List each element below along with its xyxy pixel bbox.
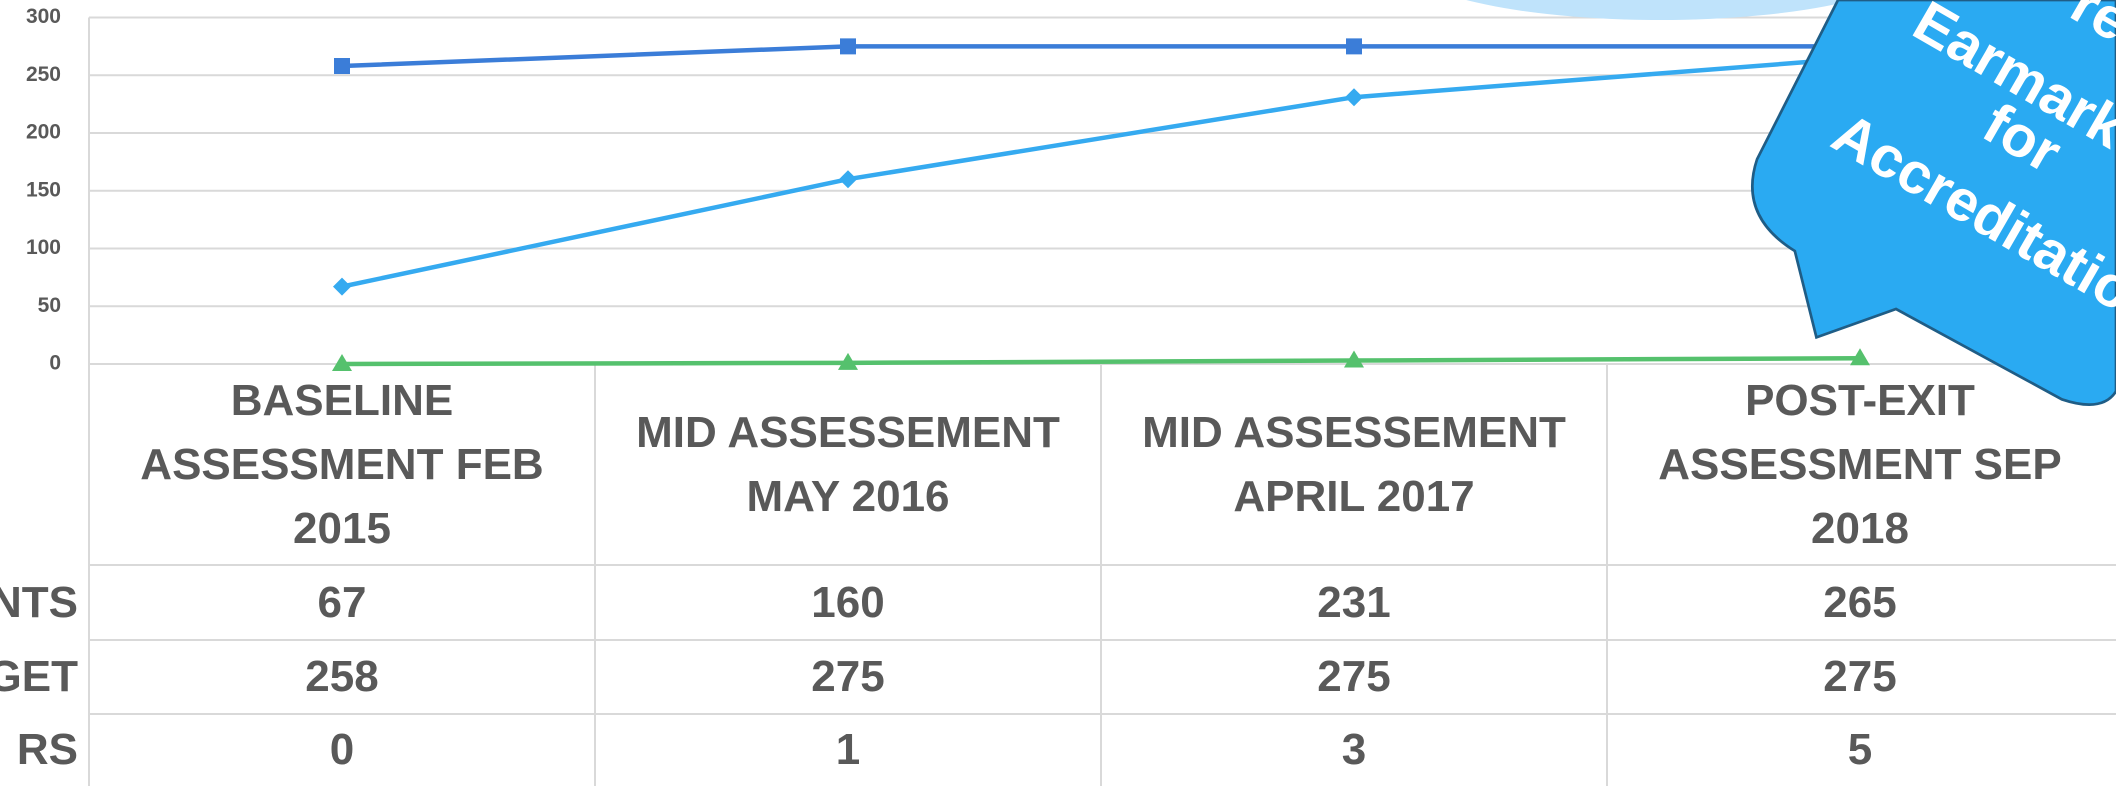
y-tick-label: 250: [26, 63, 61, 86]
row-label: NTS: [0, 565, 78, 640]
category-label: MID ASSESSEMENT MAY 2016: [613, 366, 1083, 563]
marker: [1346, 38, 1362, 54]
category-label: BASELINE ASSESSMENT FEB 2015: [107, 366, 577, 563]
table-value: 67: [89, 565, 595, 640]
y-tick-label: 50: [38, 294, 61, 317]
y-tick-label: 200: [26, 121, 61, 144]
y-tick-label: 150: [26, 178, 61, 201]
table-value: 231: [1101, 565, 1607, 640]
table-value: 275: [1101, 640, 1607, 714]
table-value: 5: [1607, 714, 2113, 786]
marker: [839, 170, 857, 188]
y-tick-label: 0: [49, 352, 61, 375]
table-value: 275: [595, 640, 1101, 714]
y-tick-label: 100: [26, 236, 61, 259]
table-value: 3: [1101, 714, 1607, 786]
marker: [840, 38, 856, 54]
category-label: POST-EXIT ASSESSMENT SEP 2018: [1625, 366, 2095, 563]
chart-page: 050100150200250300 BASELINE ASSESSMENT F…: [0, 0, 2116, 786]
marker: [1345, 88, 1363, 106]
marker: [334, 58, 350, 74]
table-value: 0: [89, 714, 595, 786]
table-value: 160: [595, 565, 1101, 640]
category-label: MID ASSESSEMENT APRIL 2017: [1119, 366, 1589, 563]
table-value: 275: [1607, 640, 2113, 714]
table-value: 1: [595, 714, 1101, 786]
row-label: RS: [17, 714, 78, 786]
table-value: 265: [1607, 565, 2113, 640]
marker: [333, 278, 351, 296]
series-line: [342, 58, 1860, 287]
row-label: GET: [0, 640, 78, 714]
table-value: 258: [89, 640, 595, 714]
y-tick-label: 300: [26, 5, 61, 28]
series-line: [342, 46, 1860, 66]
